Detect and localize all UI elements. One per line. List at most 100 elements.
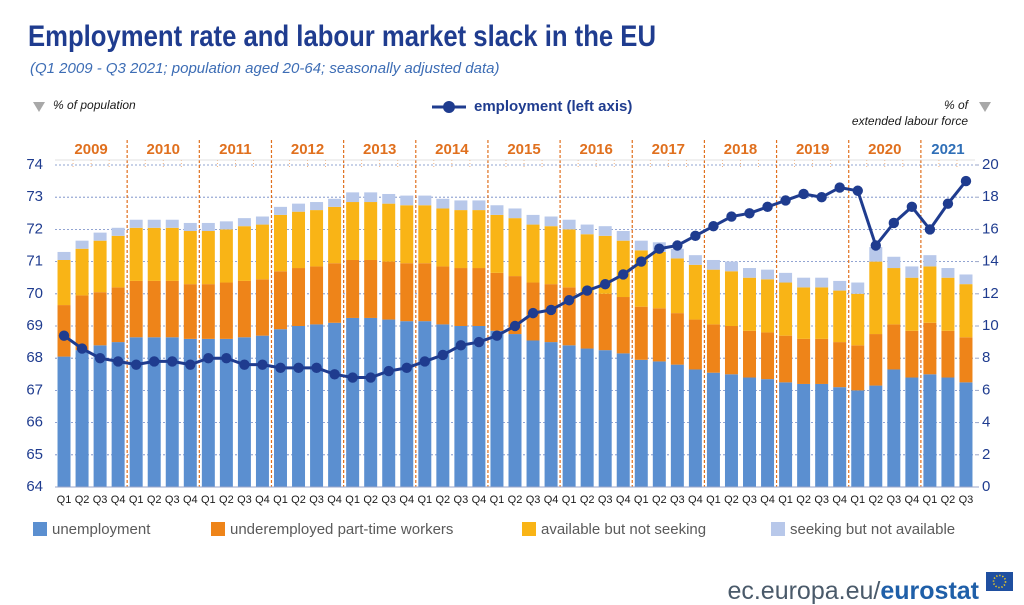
bar-segment	[580, 234, 594, 293]
bar-segment	[941, 330, 955, 378]
bar-segment	[851, 282, 865, 294]
legend-label: unemployment	[52, 521, 151, 538]
line-marker	[76, 343, 88, 354]
x-tick-label: Q1	[201, 494, 216, 506]
y-tick-label: 72	[26, 220, 43, 237]
bar-segment	[472, 326, 486, 487]
bar-segment	[147, 227, 161, 281]
bar-segment	[851, 345, 865, 391]
line-marker	[888, 217, 900, 229]
line-marker	[726, 211, 737, 222]
year-label: 2021	[931, 141, 964, 158]
x-tick-label: Q3	[742, 494, 757, 506]
bar-segment	[652, 251, 666, 309]
bar-segment	[219, 221, 233, 230]
y-tick-label: 64	[26, 478, 43, 495]
x-tick-label: Q4	[399, 494, 414, 506]
bar-segment	[364, 192, 378, 203]
x-tick-label: Q1	[417, 494, 432, 506]
bar-segment	[183, 284, 197, 339]
bar-segment	[724, 271, 738, 326]
bar-segment	[418, 195, 432, 206]
bar-segment	[292, 203, 306, 212]
bar-segment	[743, 330, 757, 378]
bar-segment	[111, 227, 125, 236]
bar-segment	[905, 330, 919, 378]
bar-segment	[201, 222, 215, 232]
footer-text: ec.europa.eu/eurostat	[727, 577, 979, 605]
line-marker	[924, 224, 936, 235]
bar-segment	[688, 264, 702, 320]
bar-segment	[869, 385, 883, 487]
bar-segment	[201, 284, 215, 339]
bar-segment	[833, 342, 847, 388]
bar-segment	[923, 266, 937, 323]
line-marker	[365, 372, 376, 383]
bar-segment	[706, 324, 720, 373]
bar-segment	[779, 382, 793, 487]
footer-band	[0, 558, 1024, 605]
bar-segment	[634, 359, 648, 487]
year-label: 2020	[868, 141, 901, 158]
bar-segment	[688, 319, 702, 370]
bar-segment	[616, 240, 630, 298]
x-tick-label: Q4	[905, 494, 920, 506]
bar-segment	[454, 268, 468, 326]
bar-segment	[93, 240, 107, 293]
x-tick-label: Q1	[923, 494, 938, 506]
bar-segment	[688, 255, 702, 265]
bar-segment	[598, 226, 612, 236]
line-marker	[780, 195, 791, 206]
line-marker	[94, 353, 106, 364]
bar-segment	[743, 268, 757, 278]
line-marker	[203, 353, 214, 364]
bar-segment	[111, 235, 125, 288]
bar-segment	[580, 224, 594, 235]
year-label: 2018	[724, 141, 757, 158]
x-tick-label: Q4	[832, 494, 847, 506]
bar-segment	[237, 280, 251, 338]
bar-segment	[562, 219, 576, 230]
x-tick-label: Q2	[219, 494, 234, 506]
bar-segment	[490, 272, 504, 331]
line-marker	[473, 336, 485, 348]
bar-segment	[797, 338, 811, 384]
bar-segment	[310, 210, 324, 267]
x-tick-label: Q1	[273, 494, 288, 506]
y2-tick-label: 14	[982, 253, 999, 270]
year-label: 2013	[363, 141, 396, 158]
y2-tick-label: 18	[982, 188, 999, 205]
y2-tick-label: 8	[982, 349, 990, 366]
bar-segment	[382, 193, 396, 204]
bar-segment	[761, 279, 775, 333]
bar-segment	[562, 345, 576, 487]
bar-segment	[905, 266, 919, 278]
bar-segment	[382, 261, 396, 320]
bar-segment	[346, 259, 360, 318]
bar-segment	[869, 261, 883, 335]
bar-segment	[905, 277, 919, 331]
x-tick-label: Q1	[634, 494, 649, 506]
bar-segment	[436, 324, 450, 487]
line-marker	[293, 362, 304, 374]
bar-segment	[634, 306, 648, 360]
y-tick-label: 71	[26, 253, 43, 270]
bar-segment	[273, 329, 287, 487]
y-tick-label: 68	[26, 349, 43, 366]
bar-segment	[472, 200, 486, 211]
bar-segment	[508, 276, 522, 335]
x-tick-label: Q3	[454, 494, 469, 506]
bar-segment	[472, 268, 486, 326]
bar-segment	[490, 330, 504, 487]
bar-segment	[57, 251, 71, 260]
bar-segment	[255, 335, 269, 487]
x-tick-label: Q1	[706, 494, 721, 506]
line-marker	[942, 198, 954, 209]
year-label: 2019	[796, 141, 829, 158]
bar-segment	[959, 274, 973, 285]
bar-segment	[544, 342, 558, 487]
bar-segment	[75, 350, 89, 487]
x-tick-label: Q3	[670, 494, 685, 506]
